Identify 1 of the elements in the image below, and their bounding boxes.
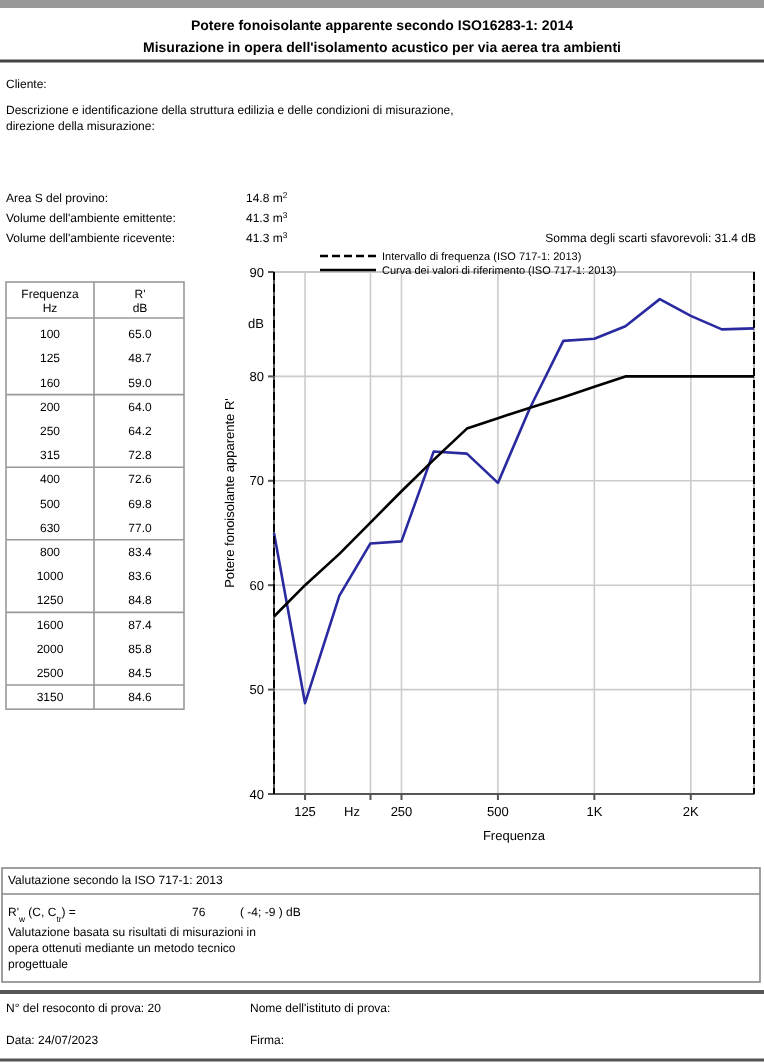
line-series	[272, 297, 756, 705]
